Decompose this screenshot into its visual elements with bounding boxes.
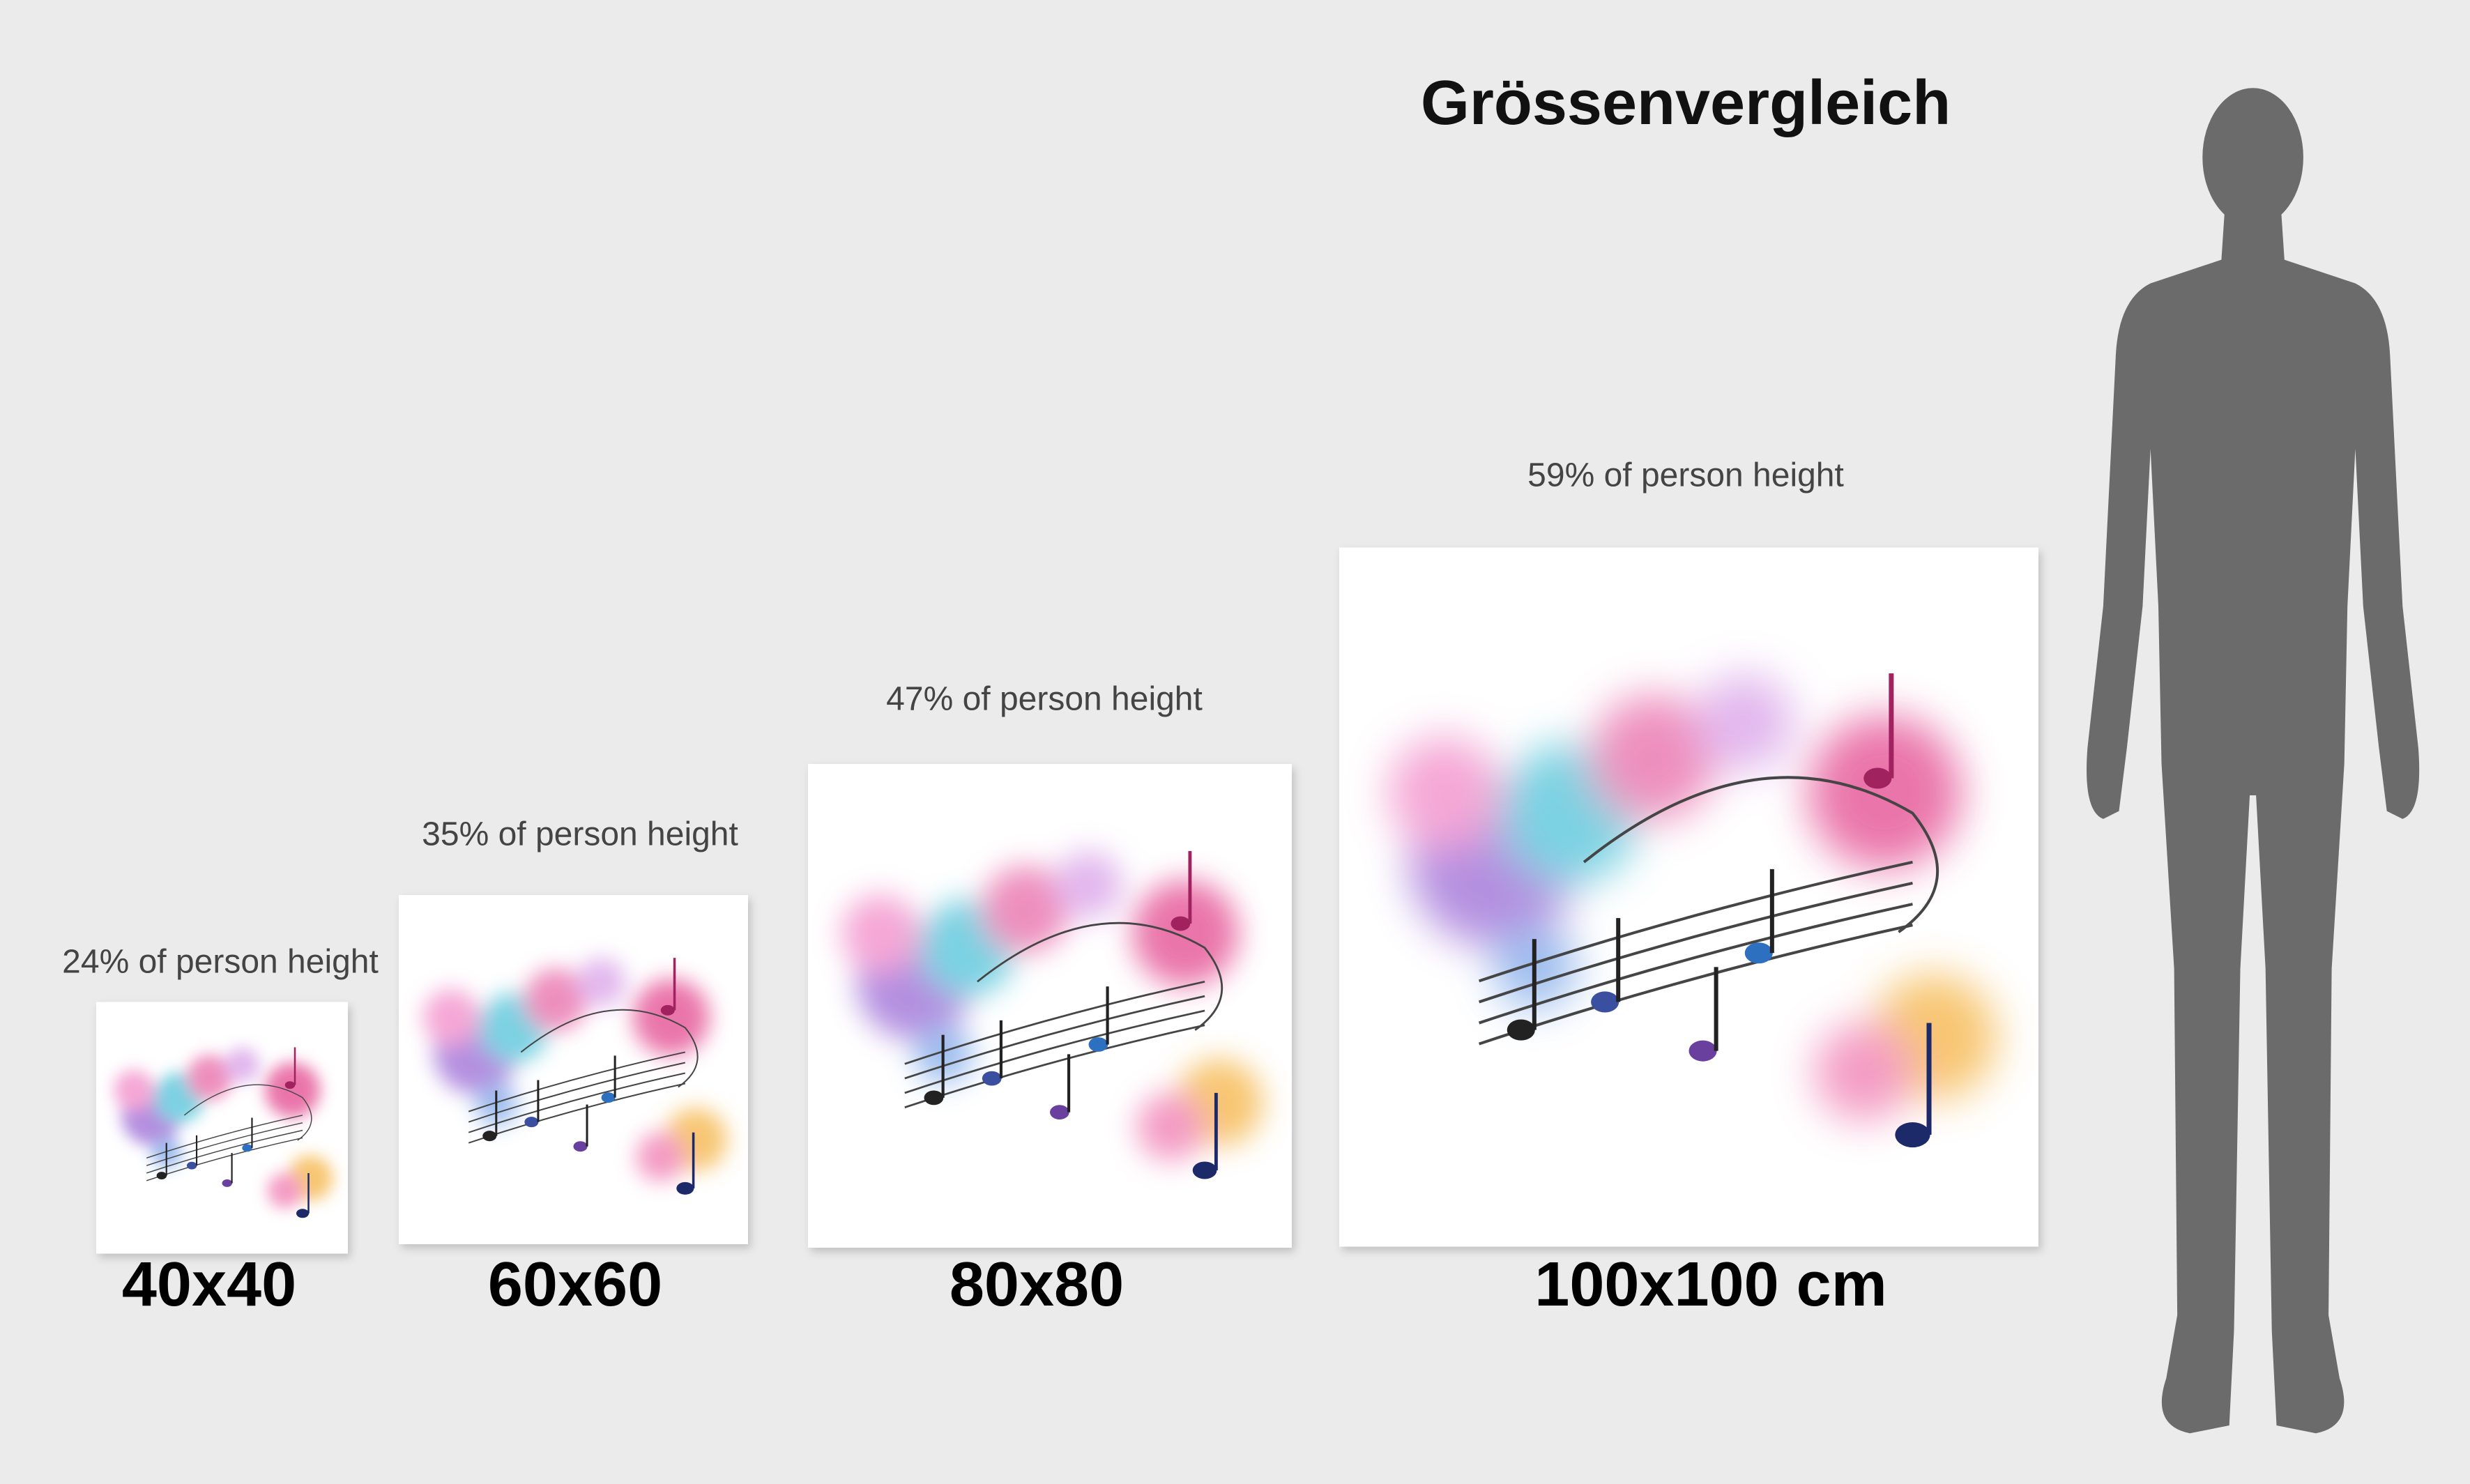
caption: 47% of person height [886, 681, 1203, 718]
canvas-40 [96, 1002, 348, 1254]
caption: 35% of person height [422, 816, 738, 853]
title: Grössenvergleich [1421, 68, 1951, 138]
size-label: 40x40 [122, 1250, 296, 1319]
size-label: 100x100 cm [1534, 1250, 1886, 1319]
size-label: 80x80 [950, 1250, 1124, 1319]
size-label: 60x60 [488, 1250, 662, 1319]
canvas-100 [1339, 548, 2038, 1247]
caption: 24% of person height [62, 944, 379, 981]
canvas-80 [808, 764, 1292, 1248]
person-silhouette [2087, 88, 2420, 1434]
caption: 59% of person height [1527, 457, 1844, 494]
canvas-60 [399, 895, 748, 1244]
